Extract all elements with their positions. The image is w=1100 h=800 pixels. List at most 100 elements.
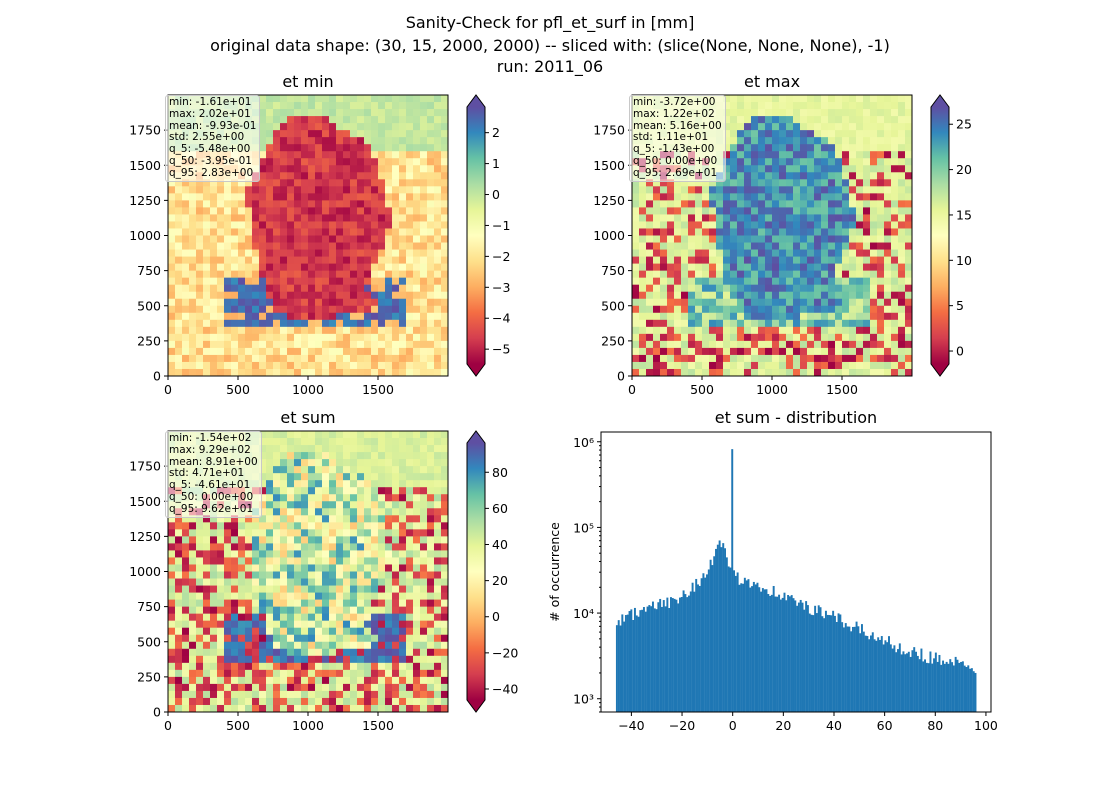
histogram-bar — [785, 600, 788, 712]
histogram-bar — [817, 605, 820, 712]
histogram-bar — [633, 607, 636, 712]
colorbar-outline — [466, 430, 486, 713]
histogram-bar — [850, 631, 853, 712]
histogram-bar — [943, 663, 946, 712]
heatmap-2 — [168, 431, 449, 713]
histogram-bar — [704, 577, 707, 712]
y-tick-label: 1500 — [593, 158, 625, 173]
histogram-bar — [824, 610, 827, 712]
histogram-bar — [745, 580, 748, 712]
histogram-bar — [688, 595, 690, 712]
histogram-bar — [619, 625, 622, 712]
histogram-bar — [765, 589, 768, 712]
histogram-bar — [812, 615, 815, 712]
histogram-bar — [889, 644, 892, 712]
stats-box-et-min: min: -1.61e+01 max: 2.02e+01 mean: -9.93… — [165, 95, 261, 182]
stats-box-et-sum: min: -1.54e+02 max: 9.29e+02 mean: 8.91e… — [165, 431, 262, 518]
y-tick-label: 1500 — [129, 494, 161, 509]
y-tick-label: 500 — [137, 634, 161, 649]
x-tick-label: 500 — [226, 382, 250, 397]
histogram-bar — [841, 622, 844, 712]
histogram-bar — [711, 565, 714, 712]
histogram-bar — [738, 584, 741, 712]
y-tick-label: 1250 — [129, 193, 161, 208]
histogram-bar — [653, 608, 656, 712]
colorbar-tick-label: −20 — [492, 645, 518, 660]
histogram-bar — [760, 591, 763, 712]
histogram-bar — [635, 615, 638, 712]
histogram-bar — [641, 609, 644, 712]
histogram-bar — [783, 592, 786, 712]
histogram-bar — [931, 663, 934, 712]
histogram-bar — [956, 659, 959, 712]
stat-q50: q_50: -3.95e-01 — [169, 154, 252, 167]
histogram-bar — [803, 609, 806, 712]
histogram-bar — [716, 544, 719, 712]
histogram-bar — [668, 607, 671, 712]
histogram-bar — [886, 642, 889, 712]
y-tick-label: 1500 — [129, 158, 161, 173]
y-tick-label: 1250 — [593, 193, 625, 208]
histogram-bar — [646, 606, 649, 712]
histogram-bar — [684, 594, 687, 712]
colorbar-tick-label: 20 — [492, 573, 508, 588]
colorbar — [931, 107, 949, 364]
stat-q50: q_50: 0.00e+00 — [633, 154, 718, 167]
histogram-bar — [695, 578, 698, 712]
histogram-bar — [915, 651, 917, 712]
histogram-bar — [752, 581, 755, 712]
histogram-bar — [709, 559, 712, 712]
panel-title-et-sum: et sum — [280, 408, 336, 427]
histogram-bar — [866, 635, 869, 712]
histogram-bar — [934, 652, 937, 712]
histogram-bar — [648, 605, 651, 712]
colorbar-tick-label: −3 — [492, 280, 510, 295]
hist-x-tick-label: 40 — [826, 718, 842, 733]
histogram-bar — [920, 648, 923, 712]
histogram-bar — [805, 601, 808, 712]
histogram-bar — [913, 647, 916, 712]
colorbar-tick-label: 10 — [956, 253, 972, 268]
histogram-bar — [707, 569, 710, 712]
hist-x-tick-label: 60 — [877, 718, 893, 733]
histogram-bar — [630, 609, 633, 712]
histogram-bar — [747, 579, 750, 712]
histogram-bar — [761, 588, 764, 712]
histogram-bar — [677, 603, 680, 712]
colorbar-tick-label: 15 — [956, 207, 972, 222]
histogram-bar — [758, 587, 761, 712]
histogram-bar — [918, 659, 921, 712]
figure-title-line-1: Sanity-Check for pfl_et_surf in [mm] — [405, 13, 695, 32]
colorbar-tick-label: 0 — [492, 187, 500, 202]
histogram-bar — [891, 648, 894, 712]
x-tick-label: 0 — [628, 382, 636, 397]
histogram-bar — [819, 607, 822, 712]
histogram-bar — [839, 614, 842, 712]
panel-title-et-min: et min — [282, 72, 334, 91]
stat-min: min: -1.61e+01 — [169, 96, 252, 108]
stat-mean: mean: 5.16e+00 — [633, 119, 722, 132]
x-tick-label: 0 — [164, 382, 172, 397]
histogram-bar — [848, 626, 851, 712]
y-tick-label: 1750 — [129, 123, 161, 138]
histogram-bar — [814, 605, 817, 712]
histogram-bar — [911, 650, 914, 712]
histogram-bar — [742, 583, 745, 712]
histogram-bar — [902, 651, 905, 712]
y-tick-label: 1750 — [593, 123, 625, 138]
stat-mean: mean: -9.93e-01 — [169, 119, 257, 132]
histogram-bar — [749, 587, 752, 712]
histogram-bar — [940, 664, 943, 712]
histogram-bar — [673, 598, 676, 712]
colorbar-tick-label: −4 — [492, 311, 510, 326]
histogram-bar — [929, 651, 932, 712]
histogram-bar — [743, 577, 746, 712]
histogram-bar — [870, 635, 872, 712]
histogram-bar — [846, 626, 849, 712]
y-tick-label: 1750 — [129, 459, 161, 474]
histogram-bar — [639, 610, 642, 712]
colorbar-tick-label: −1 — [492, 218, 510, 233]
histogram-bar — [797, 602, 800, 712]
histogram-bar — [623, 621, 626, 712]
